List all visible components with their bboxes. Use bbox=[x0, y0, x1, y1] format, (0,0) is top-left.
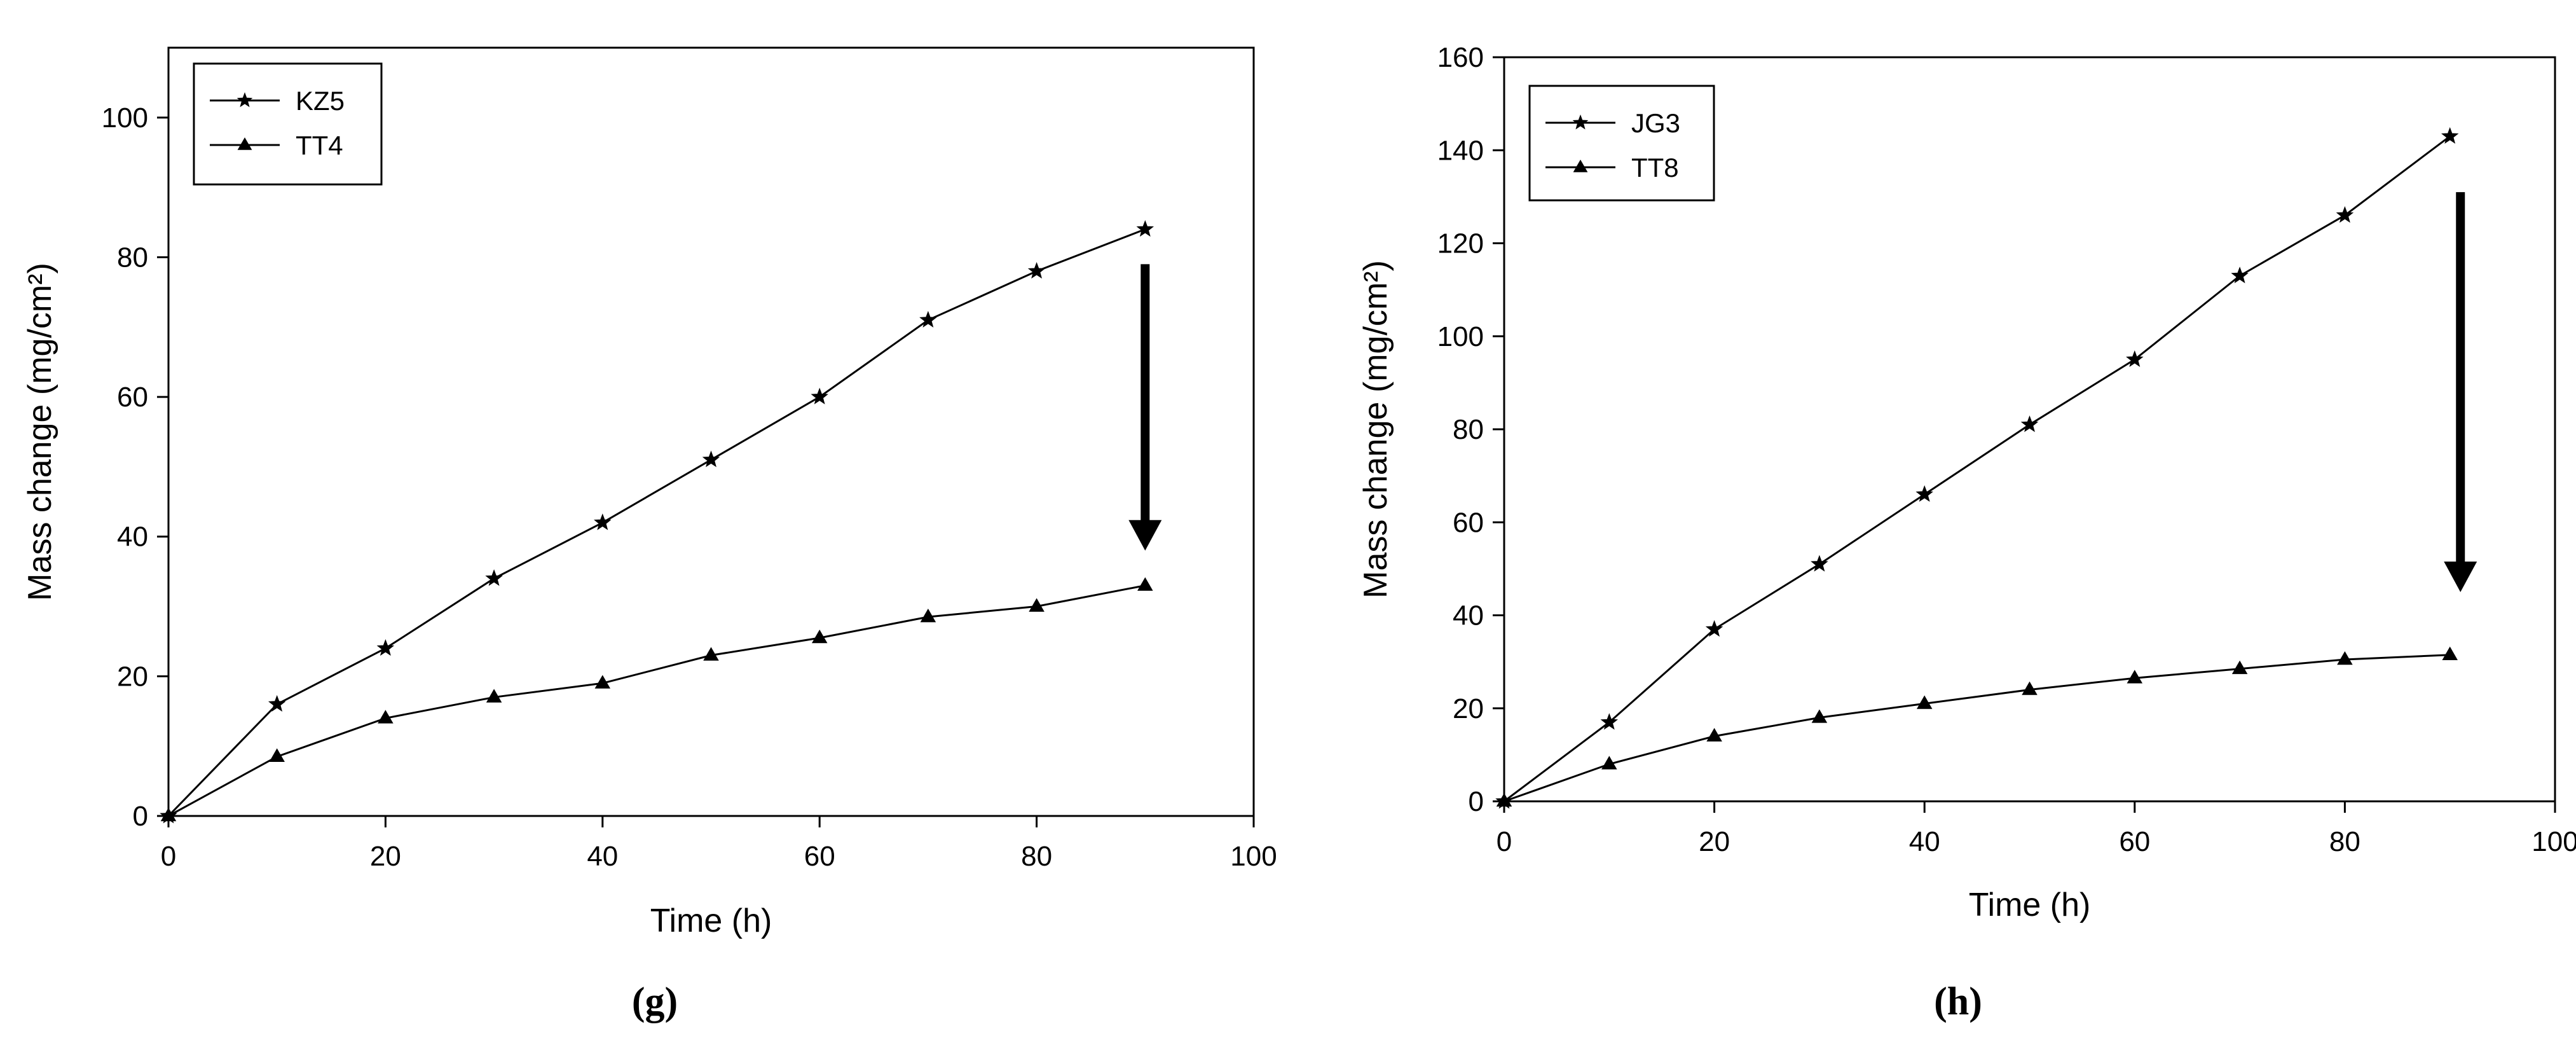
data-point-KZ5 bbox=[1136, 220, 1154, 237]
x-tick-label: 60 bbox=[2119, 826, 2150, 857]
y-tick-label: 0 bbox=[133, 801, 148, 832]
plot-frame bbox=[167, 46, 1255, 817]
legend-box bbox=[1528, 85, 1715, 202]
legend-marker-KZ5 bbox=[236, 92, 253, 107]
data-point-TT8 bbox=[2231, 660, 2248, 674]
x-tick-label: 20 bbox=[370, 841, 401, 872]
x-tick-label: 40 bbox=[1909, 826, 1940, 857]
y-tick-label: 100 bbox=[102, 102, 148, 134]
x-axis-label: Time (h) bbox=[1969, 887, 2091, 923]
data-point-TT8 bbox=[2022, 681, 2038, 695]
data-point-KZ5 bbox=[811, 387, 828, 404]
data-point-TT8 bbox=[1706, 728, 1722, 742]
data-point-JG3 bbox=[1705, 619, 1723, 637]
y-tick-label: 160 bbox=[1437, 42, 1484, 73]
x-tick-label: 0 bbox=[1497, 826, 1512, 857]
data-point-KZ5 bbox=[594, 513, 612, 530]
series-line-TT8 bbox=[1504, 654, 2450, 803]
data-point-KZ5 bbox=[702, 450, 720, 467]
x-tick-label: 0 bbox=[161, 841, 176, 872]
x-axis-label: Time (h) bbox=[650, 902, 772, 939]
data-point-KZ5 bbox=[268, 694, 286, 712]
data-point-KZ5 bbox=[919, 310, 937, 328]
series-line-JG3 bbox=[1504, 135, 2451, 803]
data-point-JG3 bbox=[2126, 350, 2144, 367]
data-point-JG3 bbox=[1600, 713, 1619, 730]
data-point-JG3 bbox=[2231, 266, 2249, 284]
data-point-TT4 bbox=[160, 807, 177, 822]
y-tick-label: 80 bbox=[1453, 414, 1484, 445]
legend-box bbox=[193, 62, 383, 186]
data-point-TT8 bbox=[2127, 670, 2143, 684]
legend-label-JG3: JG3 bbox=[1631, 108, 1680, 138]
legend-label-TT8: TT8 bbox=[1631, 153, 1679, 183]
data-point-TT8 bbox=[2442, 646, 2458, 660]
panel-label-h: (h) bbox=[1934, 980, 1982, 1023]
data-point-TT8 bbox=[2337, 651, 2353, 665]
x-tick-label: 20 bbox=[1699, 826, 1730, 857]
y-tick-label: 120 bbox=[1437, 228, 1484, 259]
data-point-TT4 bbox=[811, 629, 828, 644]
x-tick-label: 40 bbox=[587, 841, 618, 872]
data-point-TT8 bbox=[1601, 756, 1617, 770]
x-tick-label: 100 bbox=[2531, 826, 2576, 857]
legend-marker-TT4 bbox=[237, 137, 252, 150]
series-line-TT4 bbox=[168, 584, 1146, 817]
y-tick-label: 20 bbox=[117, 661, 148, 692]
data-point-JG3 bbox=[2020, 415, 2039, 432]
x-tick-label: 100 bbox=[1230, 841, 1277, 872]
y-tick-label: 40 bbox=[117, 522, 148, 553]
data-point-KZ5 bbox=[376, 639, 395, 656]
data-point-JG3 bbox=[2441, 127, 2459, 144]
y-tick-label: 0 bbox=[1469, 786, 1484, 817]
data-point-TT4 bbox=[703, 647, 719, 661]
data-point-TT4 bbox=[1137, 577, 1153, 591]
data-point-TT8 bbox=[1496, 792, 1512, 807]
y-tick-label: 140 bbox=[1437, 135, 1484, 166]
series-line-KZ5 bbox=[167, 228, 1146, 817]
y-axis-label: Mass change (mg/cm²) bbox=[1357, 260, 1394, 598]
panel-label-g: (g) bbox=[631, 980, 678, 1023]
data-point-TT4 bbox=[1029, 598, 1045, 612]
y-tick-label: 20 bbox=[1453, 693, 1484, 724]
legend-label-KZ5: KZ5 bbox=[296, 86, 345, 116]
data-point-TT4 bbox=[378, 710, 394, 724]
data-point-JG3 bbox=[2336, 206, 2354, 223]
legend-marker-JG3 bbox=[1572, 114, 1589, 130]
y-tick-label: 60 bbox=[1453, 507, 1484, 538]
y-tick-label: 60 bbox=[117, 382, 148, 413]
y-tick-label: 100 bbox=[1437, 321, 1484, 352]
data-point-JG3 bbox=[1811, 555, 1828, 572]
legend-marker-TT8 bbox=[1573, 160, 1588, 172]
chart-h: 0 20 40 60 80 100 0 20 40 60 80 100 120 140 160 Time (h… bbox=[1357, 42, 2576, 923]
y-tick-label: 40 bbox=[1453, 600, 1484, 632]
arrow-head bbox=[2444, 561, 2477, 592]
chart-g: 0 20 40 60 80 100 0 20 40 60 80 100 Time (h) Mass cha… bbox=[22, 46, 1277, 939]
arrow-head bbox=[1128, 520, 1162, 551]
y-axis-label: Mass change (mg/cm²) bbox=[22, 263, 58, 601]
x-tick-label: 80 bbox=[1021, 841, 1052, 872]
y-tick-label: 80 bbox=[117, 242, 148, 273]
x-tick-label: 80 bbox=[2329, 826, 2360, 857]
data-point-TT8 bbox=[1916, 695, 1933, 709]
data-point-TT4 bbox=[269, 748, 285, 762]
data-point-TT8 bbox=[1811, 709, 1828, 723]
x-tick-label: 60 bbox=[804, 841, 835, 872]
data-point-TT4 bbox=[486, 689, 502, 703]
data-point-TT4 bbox=[920, 609, 936, 623]
data-point-JG3 bbox=[1915, 485, 1933, 502]
legend-label-TT4: TT4 bbox=[296, 130, 343, 160]
data-point-KZ5 bbox=[485, 569, 503, 586]
data-point-TT4 bbox=[594, 675, 611, 689]
data-point-KZ5 bbox=[1027, 261, 1046, 279]
